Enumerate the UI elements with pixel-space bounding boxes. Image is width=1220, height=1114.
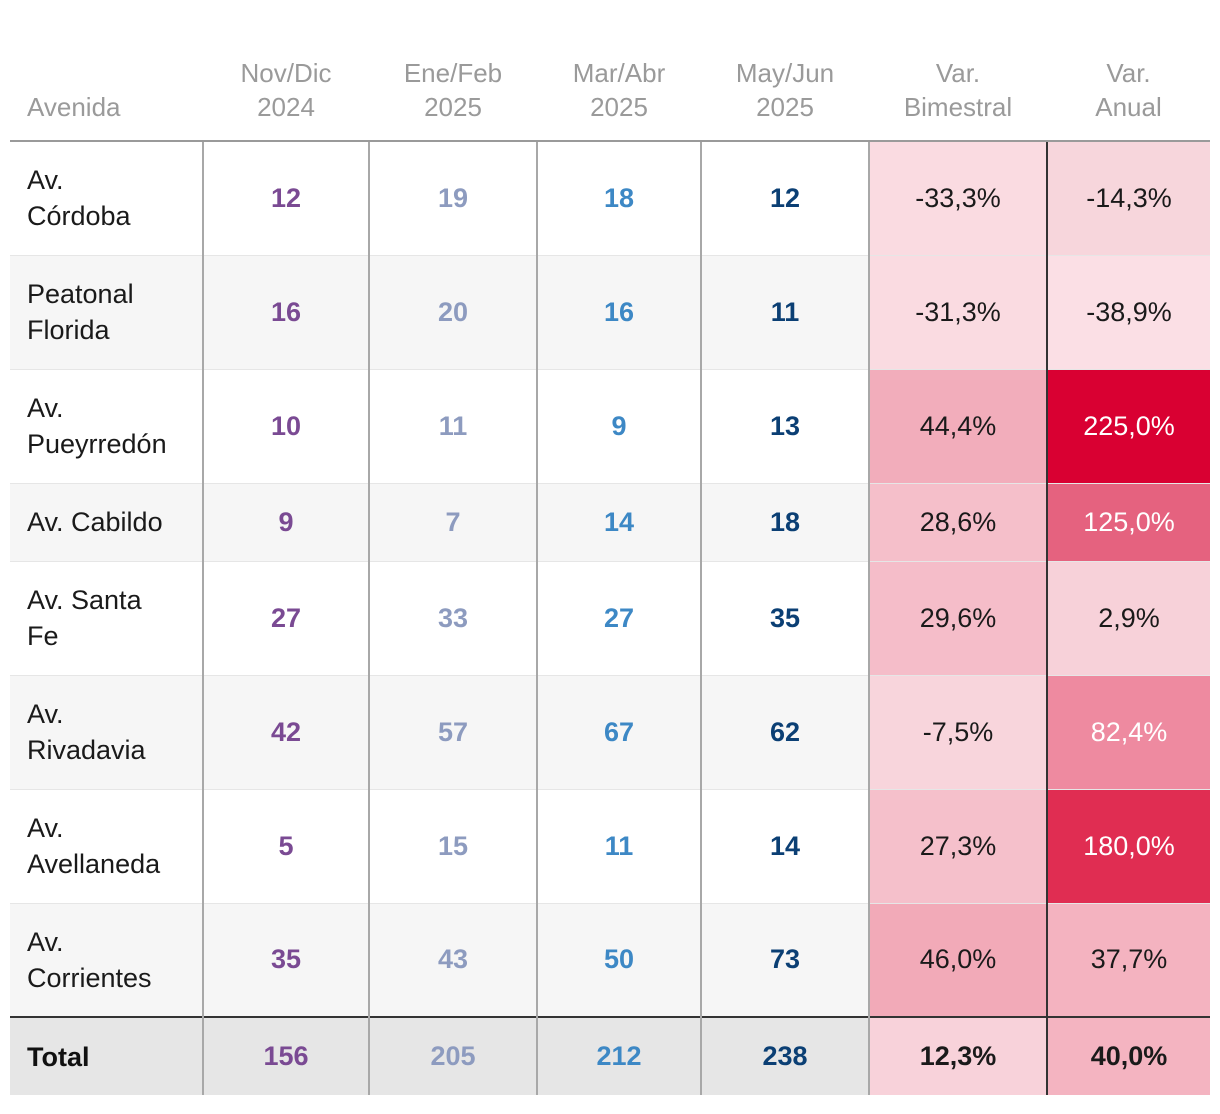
value-ene-feb: 15 [368, 789, 537, 904]
header-var-bimestral: Var. Bimestral [869, 40, 1047, 142]
value-ene-feb: 7 [368, 483, 537, 562]
total-ene-feb: 205 [368, 1016, 537, 1095]
value-mar-abr: 11 [536, 789, 701, 904]
var-bimestral: 44,4% [868, 369, 1047, 484]
table-row: Av. Cabildo 9 7 14 18 28,6% 125,0% [10, 483, 1210, 562]
var-anual: 125,0% [1046, 483, 1210, 562]
value-mar-abr: 16 [536, 255, 701, 370]
value-mar-abr: 18 [536, 141, 701, 256]
var-anual: 82,4% [1046, 675, 1210, 790]
avenue-name: Peatonal Florida [10, 255, 203, 370]
value-mar-abr: 50 [536, 903, 701, 1018]
value-nov-dic: 35 [202, 903, 369, 1018]
total-var-anual: 40,0% [1046, 1016, 1210, 1095]
value-nov-dic: 5 [202, 789, 369, 904]
value-ene-feb: 20 [368, 255, 537, 370]
var-anual: 2,9% [1046, 561, 1210, 676]
value-may-jun: 14 [700, 789, 869, 904]
table-row: Av. Córdoba 12 19 18 12 -33,3% -14,3% [10, 141, 1210, 256]
avenue-comparison-table: Avenida Nov/Dic 2024 Ene/Feb 2025 Mar/Abr 2… [10, 40, 1210, 1095]
value-may-jun: 11 [700, 255, 869, 370]
var-anual: -14,3% [1046, 141, 1210, 256]
total-may-jun: 238 [700, 1016, 869, 1095]
value-ene-feb: 11 [368, 369, 537, 484]
table-row: Av. Avellaneda 5 15 11 14 27,3% 180,0% [10, 789, 1210, 904]
var-bimestral: 27,3% [868, 789, 1047, 904]
var-bimestral: -7,5% [868, 675, 1047, 790]
header-row: Avenida Nov/Dic 2024 Ene/Feb 2025 Mar/Abr 2… [10, 40, 1210, 142]
var-bimestral: 29,6% [868, 561, 1047, 676]
avenue-name: Av. Rivadavia [10, 675, 203, 790]
value-may-jun: 12 [700, 141, 869, 256]
header-mar-abr-2025: Mar/Abr 2025 [537, 40, 701, 142]
total-nov-dic: 156 [202, 1016, 369, 1095]
table-row: Peatonal Florida 16 20 16 11 -31,3% -38,9% [10, 255, 1210, 370]
value-may-jun: 13 [700, 369, 869, 484]
value-nov-dic: 16 [202, 255, 369, 370]
value-ene-feb: 57 [368, 675, 537, 790]
total-row: Total 156 205 212 238 12,3% 40,0% [10, 1016, 1210, 1095]
value-nov-dic: 10 [202, 369, 369, 484]
var-bimestral: 46,0% [868, 903, 1047, 1018]
header-nov-dic-2024: Nov/Dic 2024 [203, 40, 369, 142]
value-ene-feb: 43 [368, 903, 537, 1018]
avenue-name: Av. Córdoba [10, 141, 203, 256]
value-may-jun: 73 [700, 903, 869, 1018]
total-label: Total [10, 1016, 203, 1095]
value-ene-feb: 19 [368, 141, 537, 256]
value-nov-dic: 27 [202, 561, 369, 676]
table-row: Av. Santa Fe 27 33 27 35 29,6% 2,9% [10, 561, 1210, 676]
avenue-name: Av. Cabildo [10, 483, 203, 562]
header-may-jun-2025: May/Jun 2025 [701, 40, 869, 142]
var-anual: 180,0% [1046, 789, 1210, 904]
avenue-name: Av. Santa Fe [10, 561, 203, 676]
total-mar-abr: 212 [536, 1016, 701, 1095]
var-anual: 37,7% [1046, 903, 1210, 1018]
var-anual: 225,0% [1046, 369, 1210, 484]
table-row: Av. Pueyrredón 10 11 9 13 44,4% 225,0% [10, 369, 1210, 484]
value-may-jun: 35 [700, 561, 869, 676]
avenue-name: Av. Corrientes [10, 903, 203, 1018]
avenue-name: Av. Pueyrredón [10, 369, 203, 484]
table-row: Av. Rivadavia 42 57 67 62 -7,5% 82,4% [10, 675, 1210, 790]
value-mar-abr: 14 [536, 483, 701, 562]
value-mar-abr: 27 [536, 561, 701, 676]
var-anual: -38,9% [1046, 255, 1210, 370]
value-mar-abr: 9 [536, 369, 701, 484]
var-bimestral: -33,3% [868, 141, 1047, 256]
header-var-anual: Var. Anual [1047, 40, 1210, 142]
value-nov-dic: 9 [202, 483, 369, 562]
value-nov-dic: 42 [202, 675, 369, 790]
value-may-jun: 18 [700, 483, 869, 562]
avenue-name: Av. Avellaneda [10, 789, 203, 904]
header-ene-feb-2025: Ene/Feb 2025 [369, 40, 537, 142]
var-bimestral: -31,3% [868, 255, 1047, 370]
header-avenida: Avenida [10, 40, 203, 142]
value-mar-abr: 67 [536, 675, 701, 790]
table-row: Av. Corrientes 35 43 50 73 46,0% 37,7% [10, 903, 1210, 1018]
value-nov-dic: 12 [202, 141, 369, 256]
var-bimestral: 28,6% [868, 483, 1047, 562]
value-may-jun: 62 [700, 675, 869, 790]
total-var-bimestral: 12,3% [868, 1016, 1047, 1095]
value-ene-feb: 33 [368, 561, 537, 676]
